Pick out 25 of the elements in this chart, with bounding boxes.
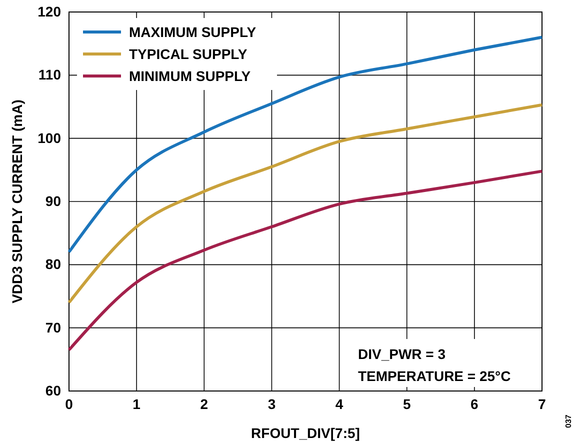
annotation: DIV_PWR = 3	[358, 346, 446, 362]
y-tick-label: 100	[38, 130, 62, 146]
x-tick-label: 7	[538, 396, 546, 412]
text: 037	[564, 414, 573, 428]
y-tick-label: 110	[38, 66, 62, 83]
line-series	[68, 36, 544, 254]
x-tick-label: 4	[335, 396, 344, 412]
x-tick-label: 1	[132, 396, 141, 412]
legend-label: MINIMUM SUPPLY	[129, 68, 252, 84]
x-tick-label: 6	[470, 396, 479, 412]
annotation: TEMPERATURE = 25°C	[358, 368, 511, 384]
y-tick-label: 60	[45, 382, 62, 398]
line-series	[68, 103, 544, 304]
x-tick-label: 0	[65, 396, 74, 412]
y-tick-label: 90	[45, 192, 62, 209]
legend-label: MAXIMUM SUPPLY	[129, 24, 257, 40]
legend-label: TYPICAL SUPPLY	[129, 46, 248, 62]
x-tick-label: 3	[268, 396, 276, 412]
y-tick-label: 70	[45, 319, 62, 336]
y-axis-title: VDD3 SUPPLY CURRENT (mA)	[9, 100, 25, 304]
x-axis-title: RFOUT_DIV[7:5]	[251, 425, 360, 441]
y-tick-label: 120	[38, 3, 62, 20]
x-tick-label: 2	[200, 396, 208, 412]
y-tick-label: 80	[45, 256, 62, 272]
x-tick-label: 5	[402, 396, 411, 412]
